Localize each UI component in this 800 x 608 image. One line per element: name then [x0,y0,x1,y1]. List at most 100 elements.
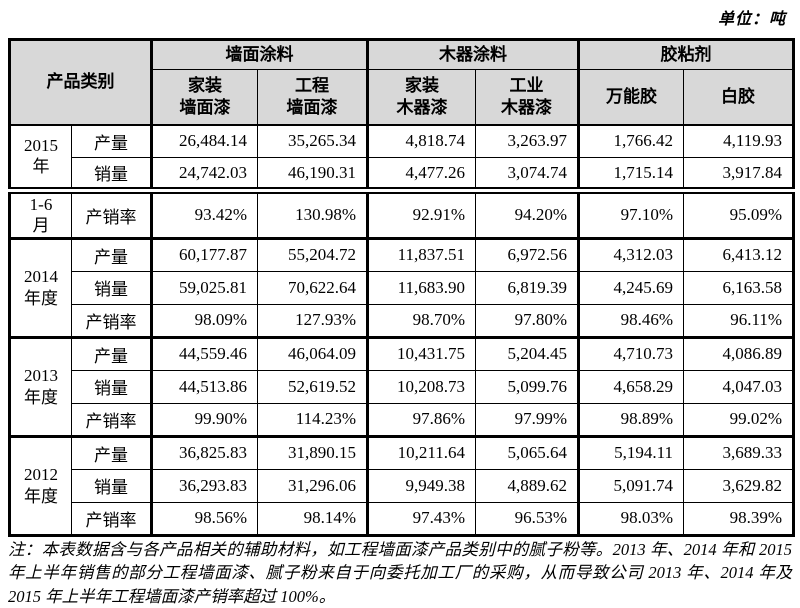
value-cell: 35,265.34 [257,124,368,158]
value-cell: 4,818.74 [366,124,476,158]
value-cell: 93.42% [150,190,258,239]
value-cell: 114.23% [257,402,368,437]
value-cell: 97.86% [366,402,476,437]
value-cell: 5,091.74 [577,468,684,503]
value-cell: 59,025.81 [150,270,258,305]
table-row: 产销率 99.90% 114.23% 97.86% 97.99% 98.89% … [10,402,794,437]
table-row: 销量 24,742.03 46,190.31 4,477.26 3,074.74… [10,157,794,194]
value-cell: 97.80% [475,303,579,338]
value-cell: 98.70% [366,303,476,338]
value-cell: 31,890.15 [257,434,368,470]
table-row: 产销率 98.09% 127.93% 98.70% 97.80% 98.46% … [10,303,794,338]
period-cell-jan-jun: 1-6 月 [9,190,72,239]
value-cell: 98.39% [683,501,794,536]
value-cell: 11,837.51 [366,236,476,272]
footnote: 注：本表数据含与各产品相关的辅助材料，如工程墙面漆产品类别中的腻子粉等。2013… [8,540,792,606]
value-cell: 96.11% [683,303,794,338]
value-cell: 98.03% [577,501,684,536]
value-cell: 6,413.12 [683,236,794,272]
value-cell: 3,074.74 [475,157,579,194]
value-cell: 36,293.83 [150,468,258,503]
table-row: 2014 年度 产量 60,177.87 55,204.72 11,837.51… [9,236,794,338]
value-cell: 96.53% [475,501,579,536]
value-cell: 4,047.03 [683,369,794,404]
group-header-row: 产品类别 墙面涂料 木器涂料 胶粘剂 [9,39,794,126]
metric-cell: 销量 [71,157,152,194]
value-cell: 6,819.39 [475,270,579,305]
value-cell: 10,208.73 [366,369,476,404]
value-cell: 3,629.82 [683,468,794,503]
value-cell: 44,559.46 [150,335,258,371]
value-cell: 4,086.89 [683,335,794,371]
value-cell: 5,204.45 [475,335,579,371]
value-cell: 99.02% [683,402,794,437]
table-row: 销量 36,293.83 31,296.06 9,949.38 4,889.62… [10,468,794,503]
col-header-engineering-wall-paint: 工程 墙面漆 [257,69,368,126]
metric-cell: 销量 [71,270,152,305]
corner-header-product-category: 产品类别 [9,39,152,126]
metric-cell: 产销率 [71,501,152,536]
value-cell: 24,742.03 [150,157,258,194]
metric-cell: 产销率 [71,303,152,338]
value-cell: 3,689.33 [683,434,794,470]
table-row: 2015 年 产量 26,484.14 35,265.34 4,818.74 3… [9,124,794,194]
value-cell: 70,622.64 [257,270,368,305]
value-cell: 98.89% [577,402,684,437]
value-cell: 4,710.73 [577,335,684,371]
sub-header-row: 家装 墙面漆 工程 墙面漆 家装 木器漆 工业 木器漆 万能胶 白胶 [10,69,794,126]
value-cell: 4,119.93 [683,124,794,158]
col-header-white-glue: 白胶 [683,69,794,126]
metric-cell: 产销率 [71,402,152,437]
value-cell: 31,296.06 [257,468,368,503]
production-sales-table: 产品类别 墙面涂料 木器涂料 胶粘剂 家装 墙面漆 工程 墙面漆 家装 木器漆 … [8,38,795,537]
value-cell: 60,177.87 [150,236,258,272]
value-cell: 5,194.11 [577,434,684,470]
value-cell: 98.14% [257,501,368,536]
value-cell: 98.56% [150,501,258,536]
table-row: 1-6 月 产销率 93.42% 130.98% 92.91% 94.20% 9… [9,190,794,239]
value-cell: 4,477.26 [366,157,476,194]
value-cell: 3,917.84 [683,157,794,194]
group-header-adhesives: 胶粘剂 [577,39,794,70]
value-cell: 9,949.38 [366,468,476,503]
metric-cell: 产销率 [71,190,152,239]
value-cell: 99.90% [150,402,258,437]
period-cell-2013: 2013 年度 [9,335,72,437]
value-cell: 6,972.56 [475,236,579,272]
value-cell: 127.93% [257,303,368,338]
col-header-all-purpose-glue: 万能胶 [577,69,684,126]
metric-cell: 产量 [71,124,152,158]
value-cell: 46,190.31 [257,157,368,194]
value-cell: 44,513.86 [150,369,258,404]
metric-cell: 产量 [71,236,152,272]
value-cell: 130.98% [257,190,368,239]
value-cell: 4,312.03 [577,236,684,272]
value-cell: 98.46% [577,303,684,338]
metric-cell: 产量 [71,434,152,470]
value-cell: 36,825.83 [150,434,258,470]
period-cell-2015: 2015 年 [9,124,72,194]
table-row: 产销率 98.56% 98.14% 97.43% 96.53% 98.03% 9… [10,501,794,536]
value-cell: 6,163.58 [683,270,794,305]
table-row: 2012 年度 产量 36,825.83 31,890.15 10,211.64… [9,434,794,536]
value-cell: 46,064.09 [257,335,368,371]
value-cell: 4,658.29 [577,369,684,404]
value-cell: 4,889.62 [475,468,579,503]
value-cell: 1,715.14 [577,157,684,194]
value-cell: 11,683.90 [366,270,476,305]
col-header-home-wall-paint: 家装 墙面漆 [150,69,258,126]
period-cell-2012: 2012 年度 [9,434,72,536]
value-cell: 98.09% [150,303,258,338]
table-row: 销量 59,025.81 70,622.64 11,683.90 6,819.3… [10,270,794,305]
value-cell: 52,619.52 [257,369,368,404]
table-row: 销量 44,513.86 52,619.52 10,208.73 5,099.7… [10,369,794,404]
value-cell: 94.20% [475,190,579,239]
value-cell: 1,766.42 [577,124,684,158]
value-cell: 92.91% [366,190,476,239]
value-cell: 97.10% [577,190,684,239]
group-header-wood-coatings: 木器涂料 [366,39,579,70]
value-cell: 10,431.75 [366,335,476,371]
value-cell: 95.09% [683,190,794,239]
metric-cell: 销量 [71,369,152,404]
